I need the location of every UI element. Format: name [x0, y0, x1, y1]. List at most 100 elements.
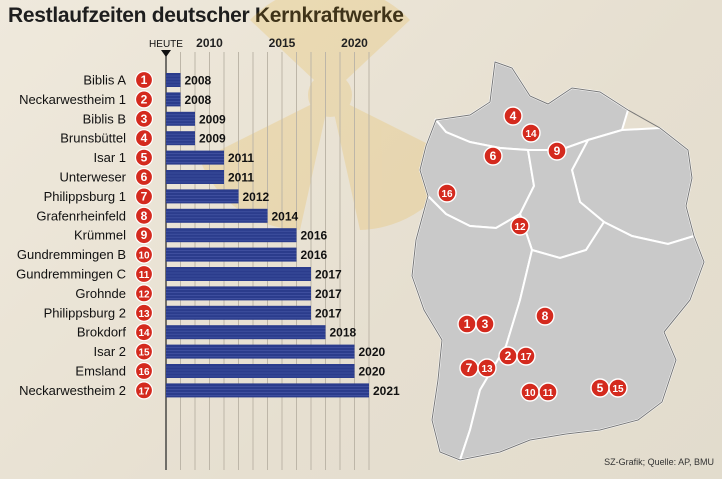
- bar: [166, 325, 326, 340]
- map-marker-number: 1: [464, 317, 471, 331]
- plant-number: 15: [138, 348, 150, 359]
- bar: [166, 305, 311, 320]
- plant-row: Emsland 16 2020: [75, 361, 386, 381]
- bar-value-label: 2018: [330, 326, 357, 340]
- plant-row: Philippsburg 2 13 2017: [44, 303, 342, 322]
- bar: [166, 73, 181, 87]
- plant-number-badge: [134, 129, 154, 148]
- plant-row: Brunsbüttel 4 2009: [60, 129, 226, 148]
- plant-number: 9: [141, 228, 148, 242]
- map-markers: 4 14 6 9 16 12 1 3 8 2 17 7 13 10 11 5 15: [437, 106, 628, 402]
- map-marker: 15: [608, 378, 628, 398]
- plant-number: 2: [141, 92, 148, 106]
- plant-name: Grohnde: [75, 286, 126, 301]
- bar: [166, 131, 195, 146]
- heute-marker-icon: [161, 50, 171, 57]
- map-marker-number: 9: [554, 144, 561, 158]
- bar-value-label: 2011: [228, 171, 254, 185]
- map-marker-badge: [547, 141, 567, 161]
- map-marker-badge: [510, 216, 530, 236]
- bar-value-label: 2017: [315, 268, 342, 282]
- chart-title: Restlaufzeiten deutscher Kernkraftwerke: [8, 4, 404, 27]
- plant-row: Biblis A 1 2008: [83, 70, 212, 90]
- plant-number: 4: [141, 131, 148, 145]
- bar-value-label: 2021: [373, 384, 400, 398]
- plant-row: Neckarwestheim 1 2 2008: [19, 90, 212, 109]
- map-marker-badge: [521, 123, 541, 143]
- plant-number-badge: [134, 167, 154, 187]
- plant-number: 6: [141, 170, 148, 184]
- plant-number-badge: [134, 284, 154, 303]
- plant-number-badge: [134, 361, 154, 381]
- plant-name: Unterweser: [60, 170, 127, 185]
- map-marker-number: 11: [543, 388, 554, 399]
- map-marker-badge: [475, 314, 495, 334]
- map-border: [411, 61, 705, 461]
- plant-name: Isar 2: [93, 344, 126, 359]
- germany-map: 4 14 6 9 16 12 1 3 8 2 17 7 13 10 11 5 15: [410, 60, 706, 462]
- plant-row: Gundremmingen B 10 2016: [17, 245, 328, 264]
- plant-row: Unterweser 6 2011: [60, 167, 254, 187]
- bar-value-label: 2020: [359, 345, 386, 359]
- source-note: SZ-Grafik; Quelle: AP, BMU: [604, 457, 714, 467]
- x-tick-label: 2015: [269, 36, 296, 50]
- plant-name: Philippsburg 2: [44, 305, 126, 320]
- plant-number: 14: [138, 328, 150, 339]
- map-marker-number: 5: [597, 381, 604, 395]
- bar-value-label: 2011: [228, 151, 254, 165]
- map-marker-number: 12: [514, 222, 526, 233]
- plant-number-badge: [134, 148, 154, 167]
- bar: [166, 267, 311, 281]
- map-marker: 7: [459, 358, 479, 378]
- plant-number-badge: [134, 226, 154, 245]
- map-marker-number: 14: [525, 129, 537, 140]
- bar: [166, 189, 239, 204]
- plant-name: Isar 1: [93, 150, 126, 165]
- map-marker: 8: [535, 306, 555, 326]
- map-marker: 2: [498, 346, 518, 366]
- plant-name: Emsland: [75, 364, 126, 379]
- map-marker: 17: [516, 346, 536, 366]
- plant-name: Krümmel: [74, 228, 126, 243]
- plant-name: Brokdorf: [77, 325, 127, 340]
- plant-number-badge: [134, 187, 154, 206]
- bar-value-label: 2016: [301, 248, 328, 262]
- bar-value-label: 2017: [315, 287, 342, 301]
- bar: [166, 364, 355, 378]
- plant-name: Philippsburg 1: [44, 189, 126, 204]
- bar: [166, 208, 268, 223]
- x-tick-label: 2020: [341, 36, 368, 50]
- map-marker-badge: [503, 106, 523, 126]
- map-marker: 6: [483, 146, 503, 166]
- map-marker-number: 17: [520, 352, 532, 363]
- bar: [166, 286, 311, 301]
- bar-value-label: 2008: [185, 93, 212, 107]
- map-marker-badge: [538, 382, 558, 402]
- map-marker: 5: [590, 378, 610, 398]
- bar: [166, 111, 195, 126]
- bar-value-label: 2020: [359, 365, 386, 379]
- bar: [166, 344, 355, 359]
- bar-value-label: 2017: [315, 306, 342, 320]
- plant-number-badge: [134, 342, 154, 361]
- plant-number: 12: [138, 289, 150, 300]
- plant-number-badge: [134, 303, 154, 322]
- plant-row: Brokdorf 14 2018: [77, 323, 357, 342]
- plant-number: 10: [138, 251, 150, 262]
- bar-value-label: 2009: [199, 112, 226, 126]
- plant-number: 7: [141, 189, 148, 203]
- plant-name: Gundremmingen C: [16, 267, 126, 282]
- bar-value-label: 2012: [243, 190, 270, 204]
- plant-number-badge: [134, 264, 154, 284]
- bar-value-label: 2008: [185, 74, 212, 88]
- heute-label: HEUTE: [149, 39, 183, 50]
- map-marker-badge: [483, 146, 503, 166]
- plant-number: 3: [141, 112, 148, 126]
- map-marker-number: 6: [490, 149, 497, 163]
- plant-row: Gundremmingen C 11 2017: [16, 264, 342, 284]
- plant-number-badge: [134, 109, 154, 128]
- map-marker-badge: [516, 346, 536, 366]
- plant-name: Gundremmingen B: [17, 247, 126, 262]
- map-marker-number: 3: [482, 317, 489, 331]
